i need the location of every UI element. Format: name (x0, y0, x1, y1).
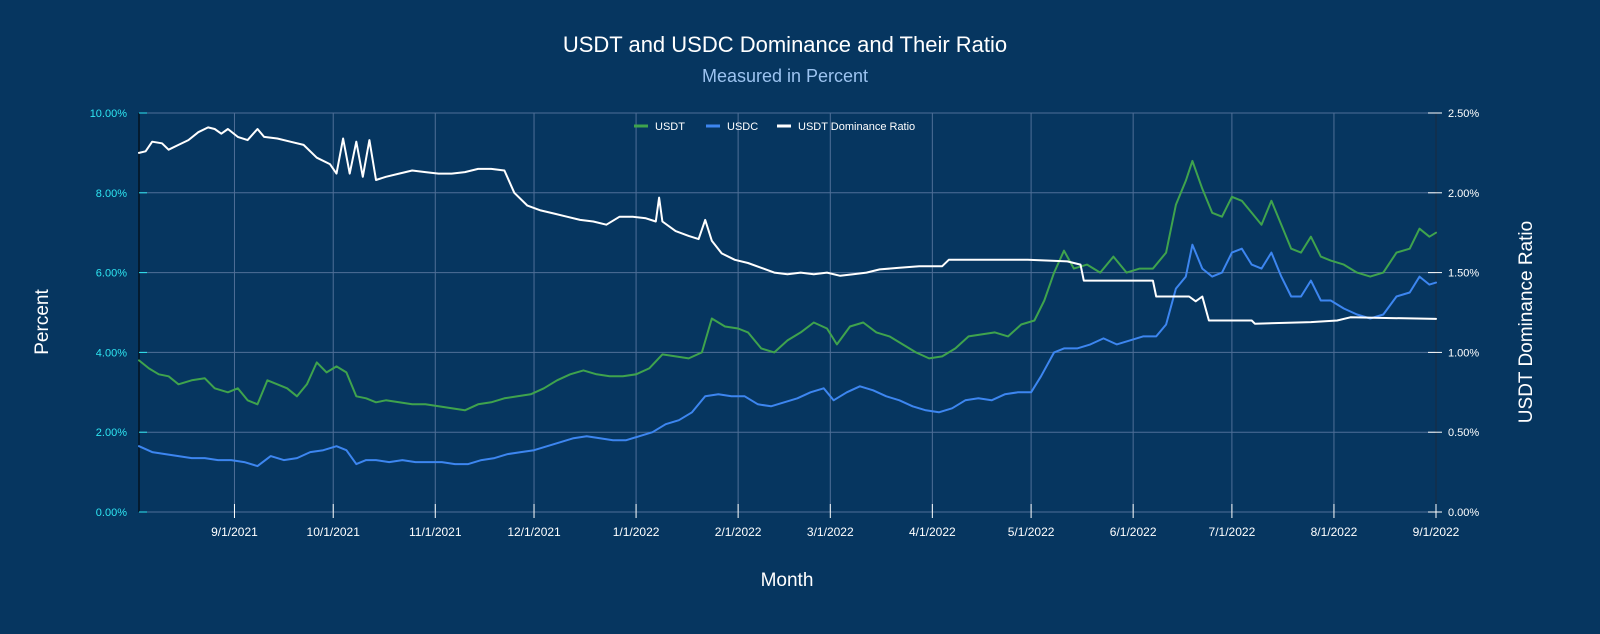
grid (139, 112, 1437, 513)
x-tick-label: 10/1/2021 (307, 525, 361, 539)
ratio-line (138, 126, 1437, 325)
x-axis-ticks: 9/1/2021 10/1/2021 11/1/2021 12/1/2021 1/1/2… (211, 504, 1460, 539)
series-lines (138, 126, 1437, 468)
y2-tick-label: 2.00% (1448, 188, 1479, 200)
legend-item-usdc[interactable]: USDC (706, 121, 758, 133)
x-tick-label: 1/1/2022 (613, 525, 660, 539)
x-tick-label: 2/1/2022 (715, 525, 762, 539)
x-tick-label: 4/1/2022 (909, 525, 956, 539)
y2-tick-label: 0.50% (1448, 427, 1479, 439)
chart-subtitle: Measured in Percent (702, 66, 868, 86)
right-axis-ticks: 0.00% 0.50% 1.00% 1.50% 2.00% 2.50% (1428, 108, 1479, 519)
x-tick-label: 5/1/2022 (1008, 525, 1055, 539)
legend-label-usdc: USDC (727, 121, 758, 133)
y2-tick-label: 1.50% (1448, 268, 1479, 280)
y-tick-label: 4.00% (96, 347, 127, 359)
x-tick-label: 9/1/2022 (1413, 525, 1460, 539)
x-tick-label: 9/1/2021 (211, 525, 258, 539)
x-axis-title: Month (761, 570, 814, 591)
usdc-line (138, 243, 1437, 468)
legend-item-usdt[interactable]: USDT (634, 121, 685, 133)
y2-tick-label: 0.00% (1448, 507, 1479, 519)
y-tick-label: 8.00% (96, 188, 127, 200)
y-tick-label: 10.00% (90, 108, 128, 120)
y2-tick-label: 2.50% (1448, 108, 1479, 120)
y-tick-label: 0.00% (96, 507, 127, 519)
y2-axis-title: USDT Dominance Ratio (1516, 221, 1537, 423)
x-tick-label: 6/1/2022 (1110, 525, 1157, 539)
chart-title: USDT and USDC Dominance and Their Ratio (563, 32, 1007, 57)
x-tick-label: 7/1/2022 (1209, 525, 1256, 539)
usdt-line (138, 159, 1437, 412)
left-axis-ticks: 0.00% 2.00% 4.00% 6.00% 8.00% 10.00% (90, 108, 147, 519)
x-tick-label: 12/1/2021 (507, 525, 561, 539)
legend-item-ratio[interactable]: USDT Dominance Ratio (777, 121, 915, 133)
y2-tick-label: 1.00% (1448, 347, 1479, 359)
x-tick-label: 11/1/2021 (409, 525, 462, 539)
x-tick-label: 3/1/2022 (807, 525, 854, 539)
y-axis-title: Percent (32, 289, 53, 355)
legend-label-ratio: USDT Dominance Ratio (798, 121, 915, 133)
x-tick-label: 8/1/2022 (1311, 525, 1358, 539)
legend: USDT USDC USDT Dominance Ratio (634, 121, 915, 133)
legend-label-usdt: USDT (655, 121, 685, 133)
y-tick-label: 2.00% (96, 427, 127, 439)
y-tick-label: 6.00% (96, 268, 127, 280)
